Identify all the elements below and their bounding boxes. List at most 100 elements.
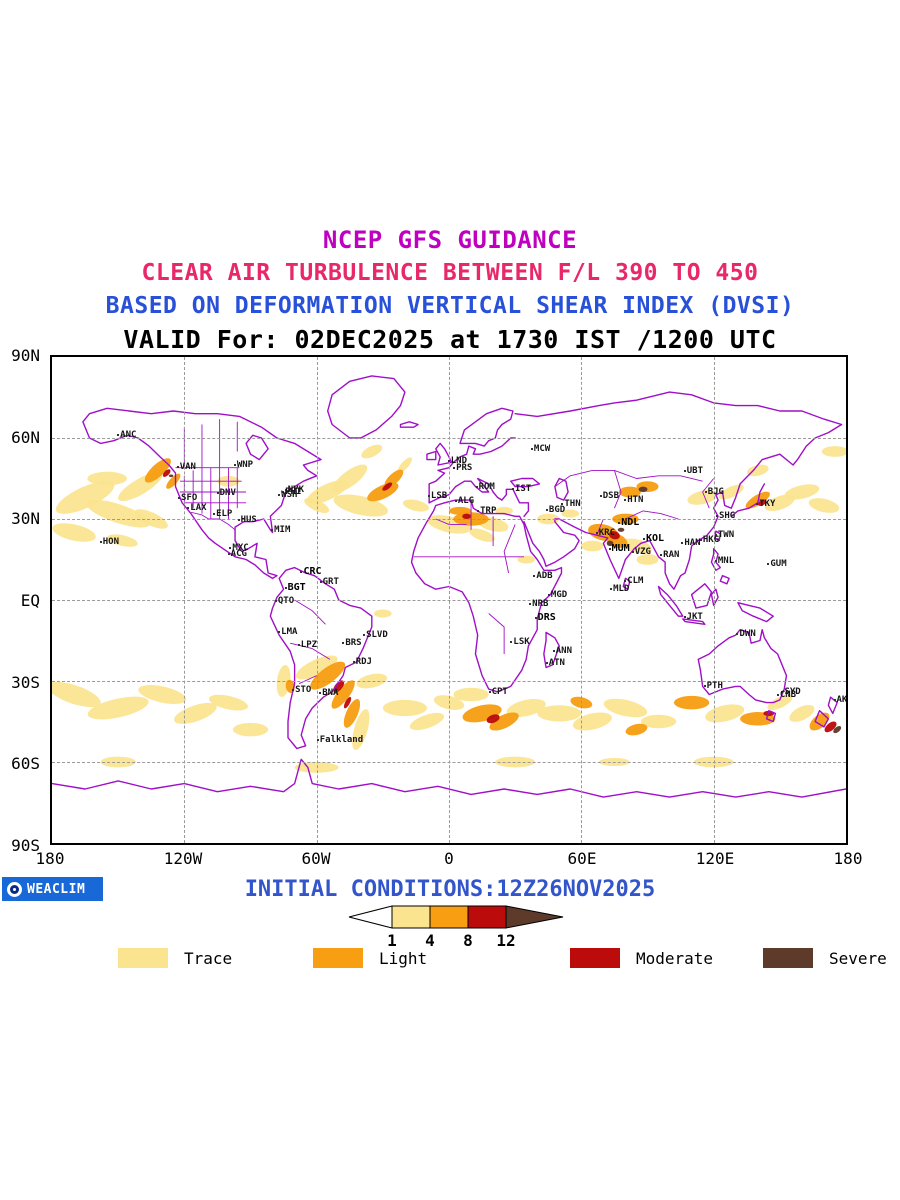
turbulence-cell-trace bbox=[86, 499, 151, 528]
coastline-new-zealand-north bbox=[828, 697, 837, 713]
city-code-text: BNA bbox=[322, 688, 339, 699]
city-code-text: MXC bbox=[232, 542, 249, 553]
city-code-text: RDJ bbox=[355, 656, 372, 667]
city-code-text: VAN bbox=[179, 462, 196, 473]
turbulence-cell-light bbox=[449, 506, 472, 515]
turbulence-cell-light bbox=[809, 712, 830, 731]
city-label-lsb: LSB bbox=[427, 491, 447, 501]
city-code-text: MUM bbox=[611, 542, 630, 554]
city-code-text: JKT bbox=[686, 611, 703, 622]
turbulence-cell-trace bbox=[232, 722, 269, 737]
city-code-text: LSK bbox=[513, 636, 530, 647]
city-marker-dot bbox=[99, 541, 102, 544]
city-label-rdj: RDJ bbox=[352, 656, 372, 667]
turbulence-cell-trace bbox=[572, 712, 612, 731]
lat-tick-label: 60N bbox=[11, 427, 40, 447]
city-marker-dot bbox=[284, 586, 287, 589]
gridline-horizontal bbox=[52, 761, 846, 763]
city-marker-dot bbox=[595, 531, 598, 534]
turbulence-cell-trace bbox=[107, 534, 138, 547]
city-label-ist: IST bbox=[511, 484, 531, 494]
city-marker-dot bbox=[511, 488, 514, 491]
city-code-text: ROM bbox=[478, 481, 495, 492]
city-marker-dot bbox=[561, 502, 564, 505]
weaclim-roundel-icon bbox=[7, 881, 22, 897]
world-map-frame: ANC VAN WNP SFO LAX DNV ELP HUS NYK PHI WSH MIM HON M… bbox=[50, 355, 848, 845]
city-marker-dot bbox=[714, 559, 717, 562]
city-label-gum: GUM bbox=[767, 559, 787, 569]
turbulence-cell-light bbox=[331, 680, 355, 709]
city-label-lax: LAX bbox=[187, 503, 207, 513]
turbulence-cell-trace bbox=[382, 699, 427, 717]
legend-label-light: Light bbox=[379, 949, 428, 968]
turbulence-cell-light bbox=[166, 473, 181, 489]
city-marker-dot bbox=[642, 537, 645, 540]
city-marker-dot bbox=[660, 553, 663, 556]
city-marker-dot bbox=[292, 689, 295, 692]
city-marker-dot bbox=[683, 615, 686, 618]
city-label-tky: TKY bbox=[756, 499, 775, 509]
city-label-dwn: DWN bbox=[736, 629, 756, 639]
city-marker-dot bbox=[608, 547, 611, 550]
turbulence-cell-light bbox=[625, 723, 648, 736]
lon-tick-label: 180 bbox=[35, 849, 65, 868]
city-marker-dot bbox=[599, 494, 602, 497]
turbulence-cell-moderate bbox=[162, 469, 171, 477]
legend-label-trace: Trace bbox=[184, 949, 233, 968]
city-marker-dot bbox=[453, 466, 456, 469]
city-label-mim: MIM bbox=[271, 525, 290, 535]
city-marker-dot bbox=[681, 542, 684, 545]
city-label-shg: SHG bbox=[715, 511, 735, 521]
turbulence-cell-severe bbox=[617, 527, 625, 532]
city-code-text: CLM bbox=[627, 576, 644, 587]
city-label-prs: PRS bbox=[453, 463, 472, 473]
turbulence-cell-moderate bbox=[462, 513, 472, 519]
legend-swatch-light bbox=[313, 948, 363, 968]
chart-title-product: CLEAR AIR TURBULENCE BETWEEN F/L 390 TO … bbox=[141, 260, 759, 286]
city-marker-dot bbox=[683, 469, 686, 472]
legend-swatch-severe bbox=[763, 948, 813, 968]
city-code-text: CPT bbox=[491, 686, 508, 697]
lat-tick-label: 90N bbox=[11, 346, 40, 365]
city-code-text: LND bbox=[450, 455, 468, 466]
city-code-text: ELP bbox=[216, 509, 233, 520]
city-label-brs: BRS bbox=[342, 638, 362, 648]
coastline-asia bbox=[515, 392, 841, 589]
colorbar-tick: 12 bbox=[496, 931, 515, 949]
city-label-slvd: SLVD bbox=[363, 630, 388, 640]
city-marker-dot bbox=[233, 464, 236, 467]
turbulence-cell-trace bbox=[87, 696, 149, 720]
city-marker-dot bbox=[213, 513, 216, 516]
gridline-horizontal bbox=[52, 438, 846, 439]
gridline-horizontal bbox=[52, 681, 846, 682]
city-code-text: LMA bbox=[281, 627, 298, 638]
city-marker-dot bbox=[319, 580, 322, 583]
city-code-text: MNL bbox=[717, 555, 735, 566]
city-marker-dot bbox=[454, 499, 457, 502]
turbulence-cell-trace bbox=[361, 444, 383, 459]
city-marker-dot bbox=[297, 643, 300, 646]
city-code-text: GRT bbox=[322, 576, 339, 587]
city-label-mum: MUM bbox=[608, 542, 630, 554]
city-label-ndl: NDL bbox=[618, 517, 639, 528]
city-marker-dot bbox=[533, 574, 536, 577]
city-marker-dot bbox=[714, 534, 717, 537]
city-marker-dot bbox=[477, 510, 480, 513]
city-marker-dot bbox=[363, 634, 366, 637]
turbulence-cell-trace bbox=[469, 528, 495, 542]
city-code-text: DRS bbox=[537, 612, 556, 624]
city-label-van: VAN bbox=[176, 462, 196, 473]
city-marker-dot bbox=[704, 491, 707, 494]
turbulence-cell-moderate bbox=[343, 696, 352, 709]
city-marker-dot bbox=[447, 459, 450, 462]
city-label-crc: CRC bbox=[300, 566, 322, 577]
city-marker-dot bbox=[178, 496, 181, 499]
turbulence-cell-trace bbox=[52, 681, 101, 708]
city-code-text: DNV bbox=[219, 487, 236, 498]
city-marker-dot bbox=[703, 685, 706, 688]
lon-tick-label: 60W bbox=[301, 849, 331, 868]
latitude-axis: 90N 60N 30N EQ 30S 60S 90S bbox=[0, 346, 44, 855]
turbulence-cell-light bbox=[489, 712, 519, 731]
city-code-text: ATN bbox=[548, 658, 565, 669]
